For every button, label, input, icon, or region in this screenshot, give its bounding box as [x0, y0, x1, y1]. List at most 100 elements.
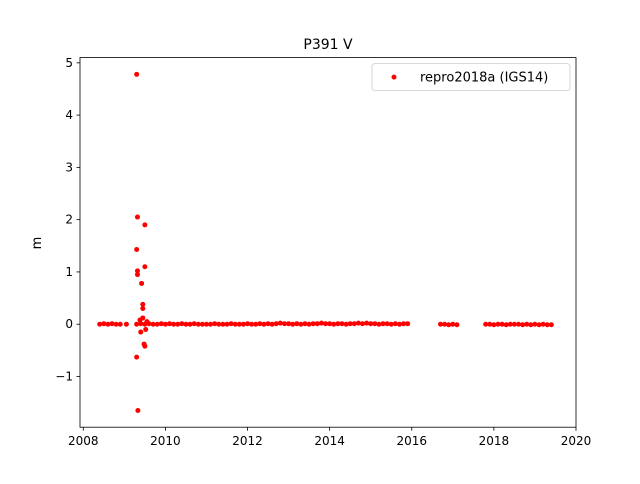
point [232, 321, 238, 327]
y-tick-label: 3 [65, 160, 73, 174]
point [261, 321, 267, 327]
y-tick-label: 1 [65, 265, 73, 279]
point [212, 321, 218, 327]
point [314, 321, 320, 327]
point [294, 321, 300, 327]
point [450, 321, 456, 327]
point [376, 321, 382, 327]
point [142, 222, 148, 228]
point [150, 321, 156, 327]
point [113, 321, 119, 327]
point [187, 321, 193, 327]
point [143, 326, 149, 332]
point [245, 321, 251, 327]
point [323, 321, 329, 327]
point [277, 320, 283, 326]
point [142, 343, 148, 349]
point [134, 246, 140, 252]
point [216, 321, 222, 327]
y-tick-label: 5 [65, 56, 73, 70]
point [224, 321, 230, 327]
point [524, 321, 530, 327]
x-tick-label: 2014 [314, 434, 345, 448]
point [438, 321, 444, 327]
x-tick-label: 2010 [150, 434, 181, 448]
point [516, 321, 522, 327]
point [487, 321, 493, 327]
point [134, 214, 140, 220]
point [142, 264, 148, 270]
point [146, 321, 152, 327]
point [228, 321, 234, 327]
point [372, 321, 378, 327]
point [123, 321, 129, 327]
point [286, 321, 292, 327]
point [171, 321, 177, 327]
point [347, 321, 353, 327]
point [140, 301, 146, 307]
point [507, 321, 513, 327]
x-tick-label: 2016 [396, 434, 427, 448]
point [257, 321, 263, 327]
point [134, 268, 140, 274]
point [183, 321, 189, 327]
point [236, 321, 242, 327]
point [208, 321, 214, 327]
point [548, 322, 554, 328]
point [134, 272, 140, 278]
point [511, 321, 517, 327]
x-tick-label: 2020 [561, 434, 592, 448]
point [359, 321, 365, 327]
point [273, 321, 279, 327]
point [140, 306, 146, 312]
x-tick-label: 2012 [232, 434, 263, 448]
point [265, 321, 271, 327]
legend-box [371, 63, 571, 91]
point [351, 321, 357, 327]
point [298, 321, 304, 327]
point [195, 321, 201, 327]
point [401, 321, 407, 327]
point [384, 321, 390, 327]
point [499, 321, 505, 327]
point [454, 322, 460, 328]
point [388, 321, 394, 327]
point [290, 321, 296, 327]
point [495, 321, 501, 327]
point [135, 407, 141, 413]
point [446, 322, 452, 328]
point [355, 320, 361, 326]
point [540, 321, 546, 327]
point [302, 321, 308, 327]
point [142, 321, 148, 327]
point [331, 321, 337, 327]
point [179, 321, 185, 327]
point [134, 321, 140, 327]
point [536, 322, 542, 328]
point [405, 321, 411, 327]
x-tick-label: 2008 [68, 434, 99, 448]
point [138, 321, 144, 327]
point [139, 280, 145, 286]
point [158, 321, 164, 327]
point [203, 321, 209, 327]
point [364, 320, 370, 326]
point [134, 71, 140, 77]
point [253, 321, 259, 327]
x-tick-label: 2018 [479, 434, 510, 448]
point [483, 321, 489, 327]
point [339, 321, 345, 327]
point [191, 321, 197, 327]
point [138, 329, 144, 335]
point [442, 321, 448, 327]
point [162, 321, 168, 327]
point [249, 321, 255, 327]
chart-title: P391 V [303, 37, 353, 53]
point [109, 321, 115, 327]
point [544, 322, 550, 328]
y-axis-label: m [30, 237, 45, 250]
y-tick-label: 2 [65, 213, 73, 227]
point [532, 321, 538, 327]
point [335, 321, 341, 327]
